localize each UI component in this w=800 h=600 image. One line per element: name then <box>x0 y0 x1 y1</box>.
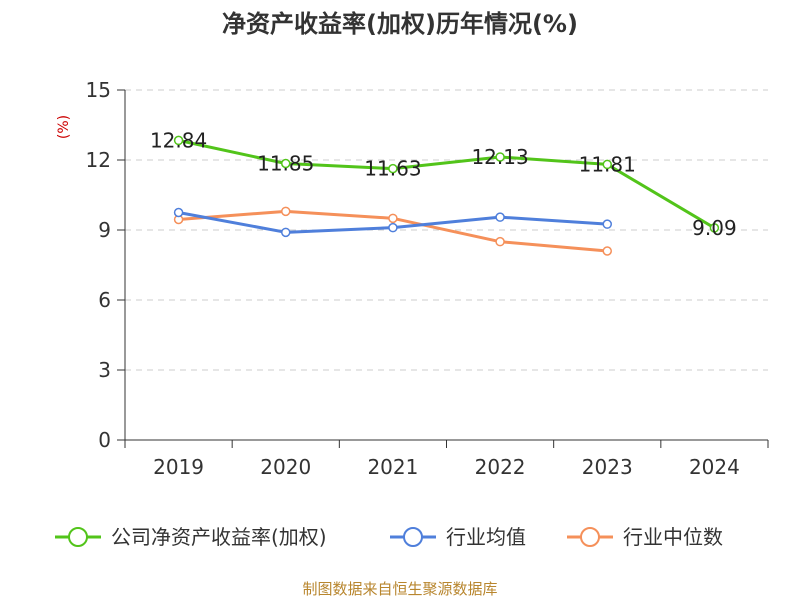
x-tick-label-2020: 2020 <box>260 455 311 479</box>
x-tick-label-2023: 2023 <box>582 455 633 479</box>
legend-label-1: 行业均值 <box>446 525 526 549</box>
chart-title: 净资产收益率(加权)历年情况(%) <box>222 10 578 38</box>
data-label-2021: 11.63 <box>364 157 421 181</box>
series-2-point-2022 <box>495 236 505 247</box>
x-tick-label-2022: 2022 <box>475 455 526 479</box>
series-2-point-2021 <box>388 213 398 224</box>
series-0-point-2020 <box>281 158 291 169</box>
data-label-2020: 11.85 <box>257 152 314 176</box>
series-1-point-2023 <box>602 219 612 229</box>
x-tick-label-2024: 2024 <box>689 455 740 479</box>
legend-marker-0 <box>68 527 88 547</box>
legend-marker-2 <box>580 527 600 547</box>
series-0-point-2024 <box>709 223 720 233</box>
series-2-point-2023 <box>602 246 612 256</box>
legend-label-2: 行业中位数 <box>623 525 723 549</box>
series-0-point-2019 <box>173 135 184 146</box>
y-tick-label-3: 3 <box>98 358 111 382</box>
data-label-2019: 12.84 <box>150 128 207 152</box>
y-tick-label-6: 6 <box>98 288 111 312</box>
series-0-point-2021 <box>388 163 398 174</box>
series-1-point-2022 <box>495 212 505 222</box>
data-label-2024: 9.09 <box>692 216 737 240</box>
series-0-point-2023 <box>602 159 612 170</box>
legend-label-0: 公司净资产收益率(加权) <box>111 525 327 549</box>
y-axis-unit-label: (%) <box>56 115 72 139</box>
y-tick-label-12: 12 <box>86 148 111 172</box>
series-1-point-2021 <box>388 222 398 233</box>
series-1-point-2019 <box>173 207 184 218</box>
series-1-point-2020 <box>281 227 291 238</box>
x-tick-label-2021: 2021 <box>367 455 418 479</box>
data-label-2022: 12.13 <box>471 145 528 169</box>
legend-marker-1 <box>403 527 423 547</box>
series-2-point-2020 <box>281 206 291 217</box>
x-tick-label-2019: 2019 <box>153 455 204 479</box>
y-tick-label-15: 15 <box>86 78 111 102</box>
series-line-0 <box>178 138 716 230</box>
data-source-note: 制图数据来自恒生聚源数据库 <box>302 580 498 598</box>
y-tick-label-9: 9 <box>98 218 111 242</box>
data-label-2023: 11.81 <box>579 152 636 176</box>
y-tick-label-0: 0 <box>98 428 111 452</box>
series-0-point-2022 <box>495 152 505 162</box>
